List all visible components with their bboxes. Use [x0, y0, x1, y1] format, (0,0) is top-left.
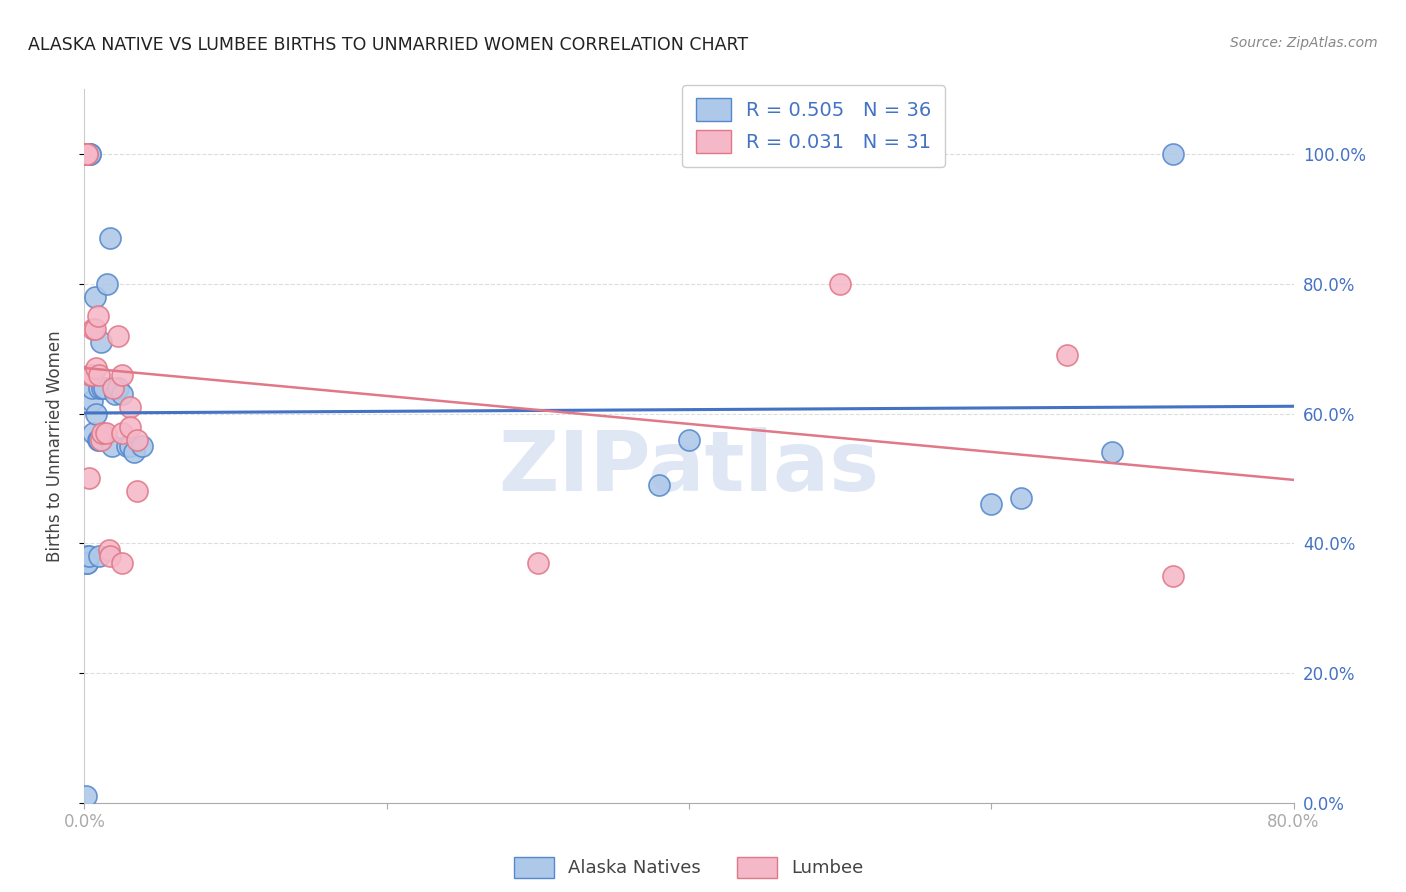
Point — [107, 381, 129, 395]
Point — [98, 549, 121, 564]
Y-axis label: Births to Unmarried Women: Births to Unmarried Women — [45, 330, 63, 562]
Point — [98, 231, 121, 245]
Point — [80, 381, 103, 395]
Point — [75, 147, 97, 161]
Point — [89, 381, 111, 395]
Point — [90, 335, 112, 350]
Point — [97, 542, 120, 557]
Point — [93, 381, 115, 395]
Point — [87, 433, 110, 447]
Point — [77, 147, 100, 161]
Legend: Alaska Natives, Lumbee: Alaska Natives, Lumbee — [505, 847, 873, 887]
Point — [82, 322, 104, 336]
Point — [76, 147, 98, 161]
Point — [1161, 147, 1184, 161]
Point — [94, 425, 117, 440]
Point — [1161, 568, 1184, 582]
Text: ZIPatlas: ZIPatlas — [499, 427, 879, 508]
Point — [76, 549, 98, 564]
Point — [80, 368, 103, 382]
Text: ALASKA NATIVE VS LUMBEE BIRTHS TO UNMARRIED WOMEN CORRELATION CHART: ALASKA NATIVE VS LUMBEE BIRTHS TO UNMARR… — [28, 36, 748, 54]
Point — [101, 381, 124, 395]
Point — [127, 484, 149, 499]
Point — [80, 393, 103, 408]
Point — [648, 478, 671, 492]
Point — [111, 387, 134, 401]
Point — [1056, 348, 1078, 362]
Point — [115, 439, 138, 453]
Point — [86, 361, 108, 376]
Point — [100, 439, 122, 453]
Point — [127, 433, 149, 447]
Point — [89, 368, 111, 382]
Text: Source: ZipAtlas.com: Source: ZipAtlas.com — [1230, 36, 1378, 50]
Point — [111, 556, 134, 570]
Point — [79, 147, 101, 161]
Point — [980, 497, 1002, 511]
Point — [111, 425, 134, 440]
Point — [79, 147, 101, 161]
Point — [89, 549, 111, 564]
Point — [91, 381, 114, 395]
Point — [76, 147, 98, 161]
Point — [111, 368, 134, 382]
Point — [84, 322, 107, 336]
Point — [86, 407, 108, 421]
Point — [89, 433, 111, 447]
Point — [118, 400, 141, 414]
Point — [75, 789, 97, 804]
Point — [131, 439, 153, 453]
Point — [87, 310, 110, 324]
Point — [76, 556, 98, 570]
Point — [122, 445, 145, 459]
Point — [678, 433, 700, 447]
Point — [90, 433, 112, 447]
Point — [79, 368, 101, 382]
Point — [75, 147, 97, 161]
Point — [830, 277, 852, 291]
Point — [107, 328, 129, 343]
Point — [75, 147, 97, 161]
Point — [1011, 491, 1033, 505]
Point — [527, 556, 550, 570]
Point — [77, 549, 100, 564]
Point — [91, 425, 114, 440]
Point — [118, 419, 141, 434]
Point — [82, 425, 104, 440]
Point — [76, 556, 98, 570]
Point — [77, 471, 100, 485]
Point — [84, 290, 107, 304]
Point — [118, 439, 141, 453]
Point — [104, 387, 127, 401]
Point — [96, 277, 118, 291]
Point — [1101, 445, 1123, 459]
